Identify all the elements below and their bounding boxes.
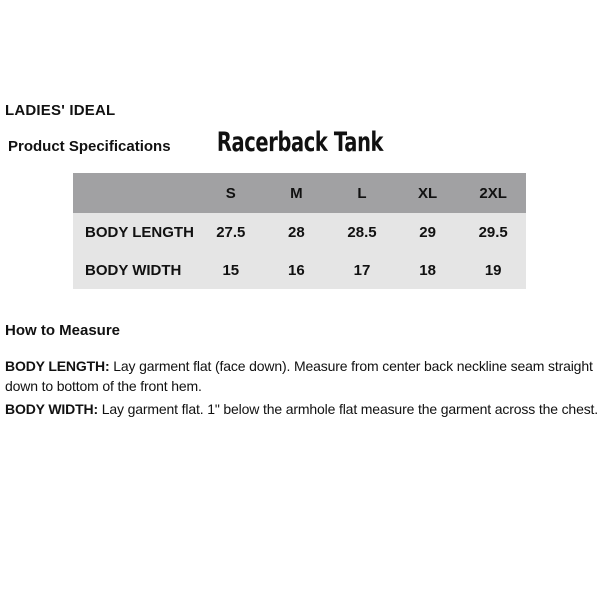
how-to-measure-section: BODY LENGTH: Lay garment flat (face down… [5,356,599,422]
body-width-2xl: 19 [484,261,502,279]
measure-term-body-length: BODY LENGTH: [5,358,110,374]
body-length-l: 28.5 [347,223,377,241]
size-col-m: M [290,184,303,202]
body-width-l: 17 [353,261,371,279]
measure-desc-body-width: Lay garment flat. 1" below the armhole f… [101,401,599,417]
body-width-m: 16 [288,261,305,279]
body-width-xl: 18 [419,261,436,279]
row-label-body-length: BODY LENGTH [85,223,194,241]
product-title: Racerback Tank [216,127,384,158]
size-chart-table: S M L XL 2XL BODY LENGTH 27.5 28 28.5 29… [73,173,526,289]
row-label-body-width: BODY WIDTH [85,261,182,279]
section-label: Product Specifications [8,138,171,155]
size-col-2xl: 2XL [479,184,507,202]
body-length-xl: 29 [419,223,436,241]
body-length-s: 27.5 [216,223,246,241]
table-row-body-length: BODY LENGTH 27.5 28 28.5 29 29.5 [73,213,526,251]
size-col-s: S [225,184,236,202]
measure-desc-body-length: Lay garment flat (face down). Measure fr… [5,358,593,394]
size-col-l: L [357,184,367,202]
measure-instruction-body-width: BODY WIDTH: Lay garment flat. 1" below t… [5,399,599,419]
body-length-2xl: 29.5 [478,223,508,241]
body-length-m: 28 [288,223,305,241]
measure-instruction-body-length: BODY LENGTH: Lay garment flat (face down… [5,356,599,396]
size-col-xl: XL [418,184,438,202]
measure-term-body-width: BODY WIDTH: [5,401,98,417]
size-chart-header-row: S M L XL 2XL [73,173,526,213]
table-row-body-width: BODY WIDTH 15 16 17 18 19 [73,251,526,289]
how-to-measure-heading: How to Measure [5,322,121,339]
brand-name: LADIES' IDEAL [5,102,116,119]
body-width-s: 15 [222,261,240,279]
